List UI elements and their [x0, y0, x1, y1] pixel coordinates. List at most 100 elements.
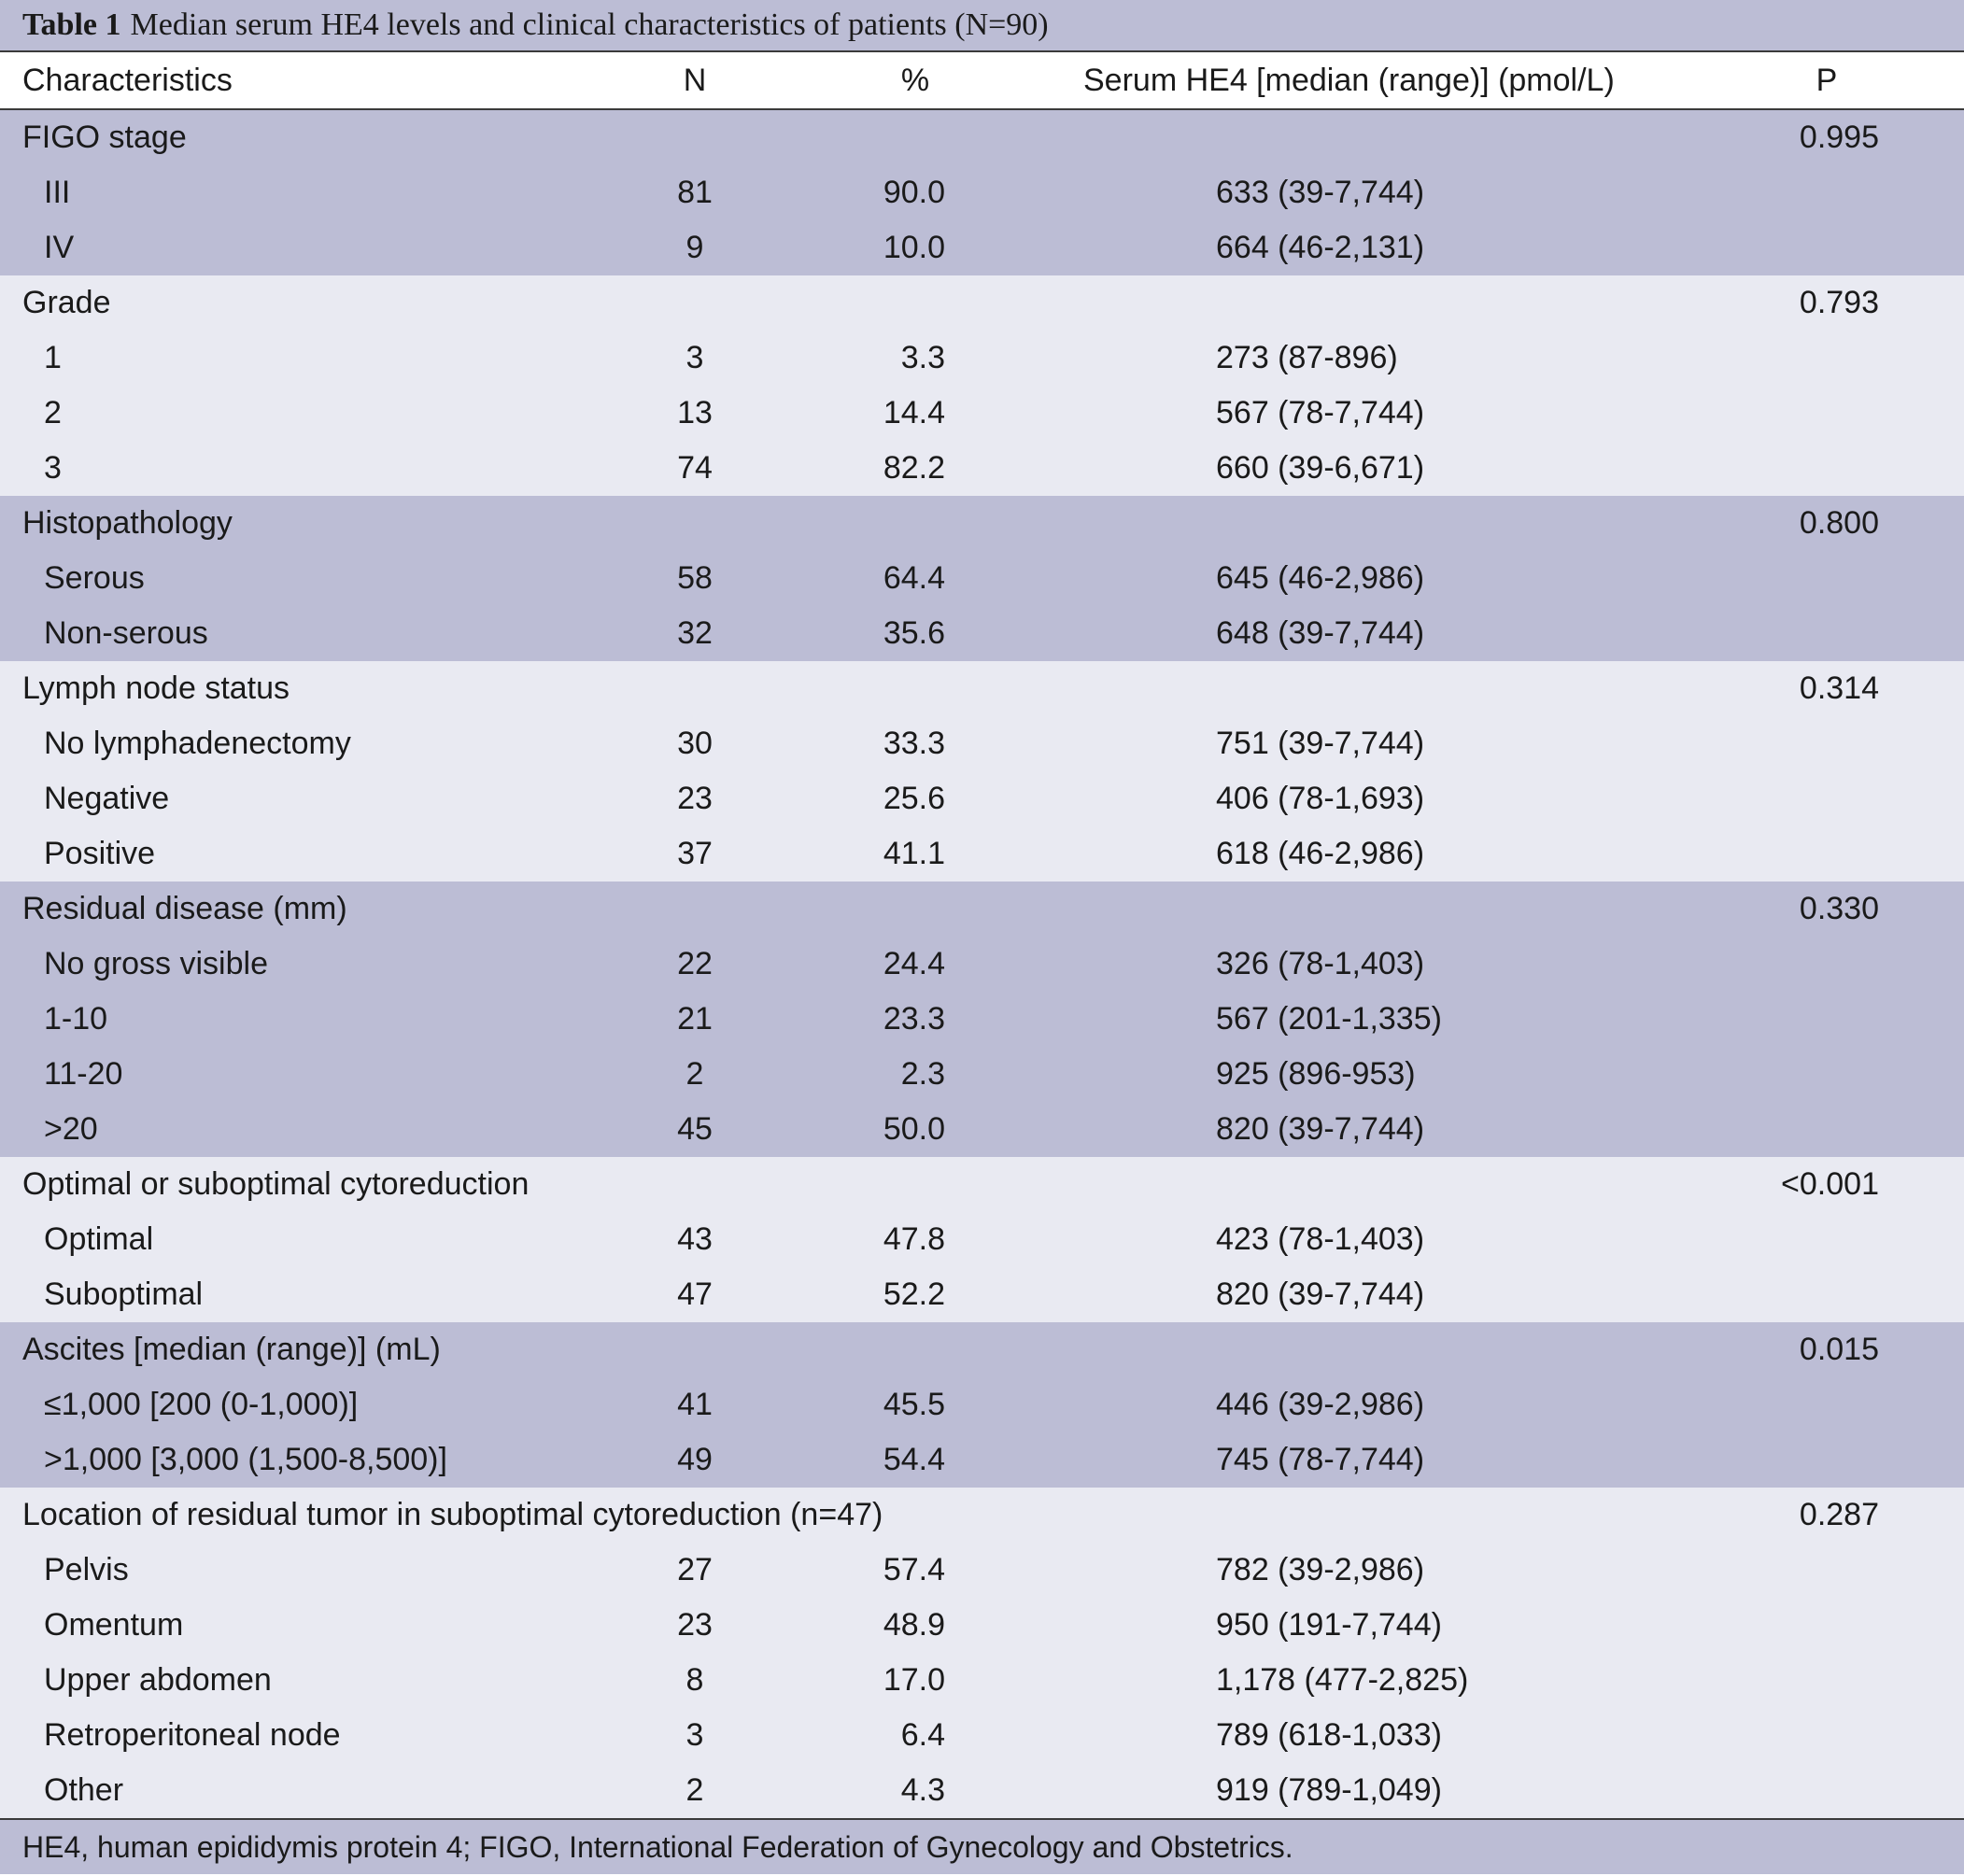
table-body: FIGO stage 0.995 III 81 90.0 633 (39-7,744) IV…	[0, 110, 1964, 1818]
percent-value: 41.1	[883, 836, 945, 871]
n-value: 3	[685, 1717, 704, 1753]
row-label: III	[44, 175, 71, 210]
percent-value: 90.0	[883, 175, 945, 210]
row-label: 1	[44, 340, 62, 375]
table-row: Serous 58 64.4 645 (46-2,986)	[0, 551, 1964, 606]
row-label: IV	[44, 230, 75, 265]
percent-value: 6.4	[900, 1717, 945, 1753]
he4-value: 789 (618-1,033)	[1216, 1717, 1442, 1753]
group-label: Ascites [median (range)] (mL)	[22, 1332, 441, 1367]
group-heading-row: Residual disease (mm) 0.330	[0, 882, 1964, 937]
table-row: Retroperitoneal node 3 6.4 789 (618-1,033)	[0, 1708, 1964, 1763]
table-row: No lymphadenectomy 30 33.3 751 (39-7,744)	[0, 716, 1964, 771]
percent-value: 14.4	[883, 395, 945, 430]
he4-value: 633 (39-7,744)	[1216, 175, 1425, 210]
group-label: Histopathology	[22, 505, 233, 541]
row-label: Other	[44, 1772, 124, 1808]
n-value: 27	[677, 1552, 713, 1587]
n-value: 30	[677, 726, 713, 761]
percent-value: 3.3	[900, 340, 945, 375]
table-row: 11-20 2 2.3 925 (896-953)	[0, 1047, 1964, 1102]
table-row: Non-serous 32 35.6 648 (39-7,744)	[0, 606, 1964, 661]
group-heading-row: Ascites [median (range)] (mL) 0.015	[0, 1322, 1964, 1377]
group-heading-row: FIGO stage 0.995	[0, 110, 1964, 165]
table-caption: Table 1 Median serum HE4 levels and clin…	[0, 0, 1964, 52]
row-label: Suboptimal	[44, 1277, 204, 1312]
row-label: Retroperitoneal node	[44, 1717, 341, 1753]
percent-value: 54.4	[883, 1442, 945, 1477]
n-value: 8	[685, 1662, 704, 1698]
percent-value: 64.4	[883, 560, 945, 596]
group-heading-row: Lymph node status 0.314	[0, 661, 1964, 716]
p-value: 0.015	[1799, 1332, 1879, 1367]
he4-value: 273 (87-896)	[1216, 340, 1398, 375]
percent-value: 25.6	[883, 781, 945, 816]
row-label: No gross visible	[44, 946, 268, 981]
percent-value: 24.4	[883, 946, 945, 981]
group-label: Lymph node status	[22, 670, 290, 706]
percent-value: 45.5	[883, 1387, 945, 1422]
n-value: 22	[677, 946, 713, 981]
group-label: Optimal or suboptimal cytoreduction	[22, 1166, 530, 1202]
row-group: Histopathology 0.800 Serous 58 64.4 645 (46-2…	[0, 496, 1964, 661]
row-group: FIGO stage 0.995 III 81 90.0 633 (39-7,744) IV…	[0, 110, 1964, 275]
he4-value: 406 (78-1,693)	[1216, 781, 1425, 816]
he4-value: 751 (39-7,744)	[1216, 726, 1425, 761]
row-group: Location of residual tumor in suboptimal…	[0, 1488, 1964, 1818]
row-group: Grade 0.793 1 3 3.3 273 (87-896) 2 13 14.4 567 (7…	[0, 275, 1964, 496]
he4-value: 919 (789-1,049)	[1216, 1772, 1442, 1808]
n-value: 9	[685, 230, 704, 265]
row-label: Positive	[44, 836, 156, 871]
header-p-value: P	[1816, 63, 1838, 98]
row-label: >20	[44, 1111, 98, 1147]
n-value: 58	[677, 560, 713, 596]
n-value: 3	[685, 340, 704, 375]
row-label: Optimal	[44, 1221, 154, 1257]
row-label: Non-serous	[44, 615, 208, 651]
row-label: >1,000 [3,000 (1,500-8,500)]	[44, 1442, 447, 1477]
table-row: Positive 37 41.1 618 (46-2,986)	[0, 826, 1964, 882]
p-value: 0.800	[1799, 505, 1879, 541]
he4-value: 745 (78-7,744)	[1216, 1442, 1425, 1477]
percent-value: 50.0	[883, 1111, 945, 1147]
table-number: Table 1	[22, 7, 121, 42]
n-value: 13	[677, 395, 713, 430]
he4-value: 567 (201-1,335)	[1216, 1001, 1442, 1037]
percent-value: 4.3	[900, 1772, 945, 1808]
table-row: ≤1,000 [200 (0-1,000)] 41 45.5 446 (39-2,98…	[0, 1377, 1964, 1432]
n-value: 2	[685, 1772, 704, 1808]
row-group: Lymph node status 0.314 No lymphadenectomy…	[0, 661, 1964, 882]
he4-value: 423 (78-1,403)	[1216, 1221, 1425, 1257]
percent-value: 23.3	[883, 1001, 945, 1037]
table-row: IV 9 10.0 664 (46-2,131)	[0, 220, 1964, 275]
percent-value: 33.3	[883, 726, 945, 761]
n-value: 21	[677, 1001, 713, 1037]
row-label: 3	[44, 450, 62, 486]
table-row: >20 45 50.0 820 (39-7,744)	[0, 1102, 1964, 1157]
row-label: ≤1,000 [200 (0-1,000)]	[44, 1387, 359, 1422]
he4-value: 820 (39-7,744)	[1216, 1277, 1425, 1312]
row-label: 1-10	[44, 1001, 108, 1037]
n-value: 47	[677, 1277, 713, 1312]
percent-value: 82.2	[883, 450, 945, 486]
n-value: 45	[677, 1111, 713, 1147]
he4-value: 618 (46-2,986)	[1216, 836, 1425, 871]
table-row: 1 3 3.3 273 (87-896)	[0, 331, 1964, 386]
percent-value: 17.0	[883, 1662, 945, 1698]
table-row: 2 13 14.4 567 (78-7,744)	[0, 386, 1964, 441]
row-label: Omentum	[44, 1607, 184, 1643]
he4-value: 664 (46-2,131)	[1216, 230, 1425, 265]
header-serum-he4: Serum HE4 [median (range)] (pmol/L)	[1083, 63, 1615, 98]
table-row: Omentum 23 48.9 950 (191-7,744)	[0, 1598, 1964, 1653]
he4-value: 567 (78-7,744)	[1216, 395, 1425, 430]
row-label: 11-20	[44, 1056, 123, 1092]
he4-value: 925 (896-953)	[1216, 1056, 1416, 1092]
table-row: Upper abdomen 8 17.0 1,178 (477-2,825)	[0, 1653, 1964, 1708]
row-label: Pelvis	[44, 1552, 129, 1587]
percent-value: 52.2	[883, 1277, 945, 1312]
table-header-row: Characteristics N % Serum HE4 [median (r…	[0, 52, 1964, 110]
n-value: 81	[677, 175, 713, 210]
table-row: Optimal 43 47.8 423 (78-1,403)	[0, 1212, 1964, 1267]
n-value: 41	[677, 1387, 713, 1422]
